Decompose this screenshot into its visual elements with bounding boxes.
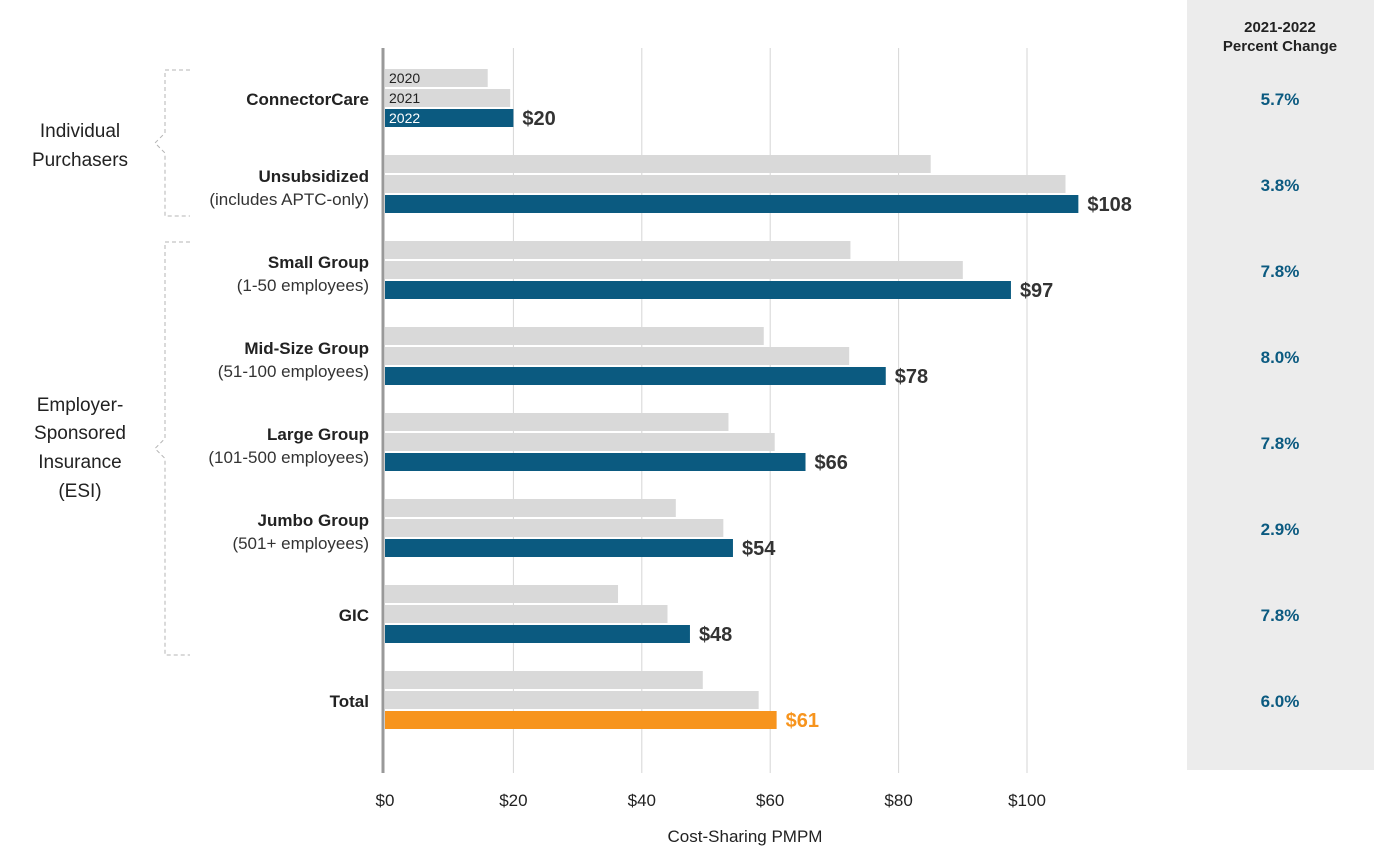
group-label: Individual xyxy=(40,121,120,142)
data-label: $61 xyxy=(786,710,819,732)
category-subtitle: (1-50 employees) xyxy=(237,276,369,295)
percent-change-value: 7.8% xyxy=(1261,434,1300,453)
percent-change-value: 7.8% xyxy=(1261,262,1300,281)
category-name: ConnectorCare xyxy=(246,90,369,109)
percent-change-value: 3.8% xyxy=(1261,176,1300,195)
bar-2020 xyxy=(385,69,488,87)
group-bracket xyxy=(154,241,190,656)
data-label: $54 xyxy=(742,538,776,560)
category-name: Unsubsidized xyxy=(258,167,369,186)
bar-2022 xyxy=(385,109,514,127)
bar-2021 xyxy=(385,175,1066,193)
category-name: Small Group xyxy=(268,253,369,272)
data-label: $97 xyxy=(1020,280,1053,302)
bar-2021 xyxy=(385,89,511,107)
percent-change-value: 5.7% xyxy=(1261,90,1300,109)
bar-2020 xyxy=(385,499,676,517)
bar-2020 xyxy=(385,155,931,173)
x-tick-label: $40 xyxy=(628,791,656,810)
group-bracket xyxy=(154,69,190,217)
data-label: $66 xyxy=(815,452,848,474)
group-label: Sponsored xyxy=(34,423,126,444)
category-subtitle: (501+ employees) xyxy=(232,534,369,553)
group-label: Employer- xyxy=(37,395,124,416)
category-name: Total xyxy=(330,692,369,711)
bar-2021 xyxy=(385,261,963,279)
bar-2022 xyxy=(385,195,1079,213)
category-name: Mid-Size Group xyxy=(244,339,369,358)
category-subtitle: (101-500 employees) xyxy=(208,448,369,467)
percent-change-title-line-2: Percent Change xyxy=(1223,38,1337,55)
bar-2022 xyxy=(385,367,886,385)
percent-change-value: 8.0% xyxy=(1261,348,1300,367)
x-tick-label: $60 xyxy=(756,791,784,810)
bar-2021 xyxy=(385,605,668,623)
data-label: $108 xyxy=(1087,194,1132,216)
bar-2021 xyxy=(385,433,775,451)
bars: $20 $108 $97 $78 $66 $54 $48 $61 xyxy=(385,69,1132,732)
series-label-2022: 2022 xyxy=(389,110,420,126)
group-brackets xyxy=(154,69,190,656)
data-label: $48 xyxy=(699,624,732,646)
bar-2021 xyxy=(385,347,850,365)
group-label: (ESI) xyxy=(58,481,101,502)
bar-2022 xyxy=(385,625,690,643)
bar-2022 xyxy=(385,711,777,729)
data-label: $78 xyxy=(895,366,928,388)
percent-change-value: 6.0% xyxy=(1261,692,1300,711)
category-name: Jumbo Group xyxy=(258,511,369,530)
x-tick-label: $20 xyxy=(499,791,527,810)
category-labels: ConnectorCare 5.7% Unsubsidized (includes A… xyxy=(32,70,1299,711)
percent-change-panel xyxy=(1187,0,1374,770)
x-tick-label: $0 xyxy=(376,791,395,810)
category-subtitle: (51-100 employees) xyxy=(218,362,369,381)
bar-2022 xyxy=(385,453,806,471)
category-name: GIC xyxy=(339,606,369,625)
bar-2021 xyxy=(385,519,724,537)
bar-2020 xyxy=(385,327,764,345)
series-label-2021: 2021 xyxy=(389,90,420,106)
group-label: Insurance xyxy=(38,452,121,473)
series-label-2020: 2020 xyxy=(389,70,420,86)
bar-2020 xyxy=(385,671,703,689)
bar-2020 xyxy=(385,585,619,603)
category-subtitle: (includes APTC-only) xyxy=(209,190,369,209)
category-name: Large Group xyxy=(267,425,369,444)
bar-2021 xyxy=(385,691,759,709)
percent-change-value: 7.8% xyxy=(1261,606,1300,625)
group-label: Purchasers xyxy=(32,150,128,171)
data-label: $20 xyxy=(522,108,555,130)
x-axis-label: Cost-Sharing PMPM xyxy=(668,827,823,846)
bar-2020 xyxy=(385,413,729,431)
bar-2020 xyxy=(385,241,851,259)
bar-2022 xyxy=(385,281,1011,299)
x-axis-ticks: $0 $20 $40 $60 $80 $100 xyxy=(376,791,1046,810)
percent-change-title-line-1: 2021-2022 xyxy=(1244,19,1316,36)
bar-2022 xyxy=(385,539,733,557)
x-tick-label: $80 xyxy=(884,791,912,810)
x-tick-label: $100 xyxy=(1008,791,1046,810)
percent-change-value: 2.9% xyxy=(1261,520,1300,539)
